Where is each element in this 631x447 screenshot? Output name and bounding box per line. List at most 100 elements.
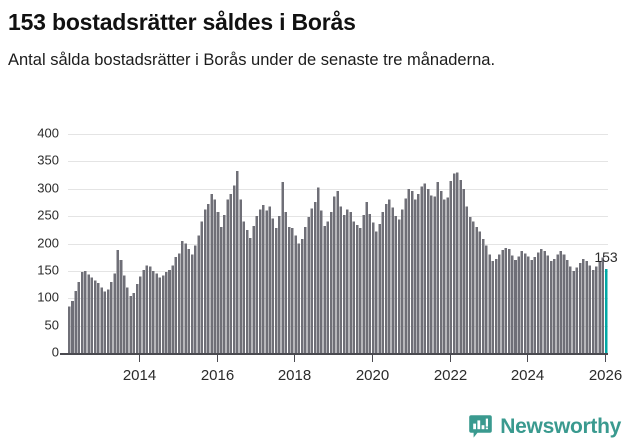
bar [278, 216, 281, 354]
bar [207, 204, 210, 353]
bar [439, 190, 443, 353]
bar [468, 217, 472, 353]
bar [122, 275, 126, 353]
bar [333, 196, 336, 353]
bar [407, 188, 411, 353]
bar [384, 204, 388, 353]
x-axis-label: 2020 [356, 367, 389, 384]
bar [456, 172, 459, 353]
bar [219, 227, 223, 353]
bar [553, 258, 556, 353]
bar [242, 221, 246, 353]
bar [229, 194, 233, 353]
bar [394, 216, 398, 354]
bar-chart: 0 50 100 150 200 250 300 350 400 153 2014 2016 2018 2… [0, 126, 631, 401]
bar [287, 227, 291, 353]
bar [401, 209, 404, 353]
bar [161, 275, 165, 353]
bar [194, 245, 197, 353]
bar [501, 250, 504, 353]
bar [527, 256, 530, 353]
bar [378, 223, 381, 353]
bar [540, 248, 543, 353]
x-axis-label: 2018 [278, 367, 311, 384]
bar [491, 261, 495, 353]
bar [585, 261, 588, 353]
chart-canvas: 0 50 100 150 200 250 300 350 400 153 2014 2016 2018 2… [37, 126, 622, 384]
bar [158, 277, 162, 353]
y-axis-label: 350 [37, 152, 59, 167]
bar [177, 253, 181, 353]
bar [410, 190, 414, 353]
bar [284, 211, 288, 353]
bar [210, 194, 213, 353]
bar [255, 216, 259, 354]
bar [578, 263, 582, 353]
bar [174, 257, 178, 353]
bar [488, 254, 491, 353]
bar [268, 206, 271, 353]
bar [294, 235, 297, 353]
bar [77, 281, 81, 353]
bar [523, 253, 527, 353]
newsworthy-logo: Newsworthy [468, 414, 621, 439]
bar [203, 209, 207, 353]
bar [375, 231, 378, 353]
bar [313, 201, 317, 353]
bar [197, 235, 200, 353]
bar [265, 210, 268, 353]
bar [135, 284, 139, 353]
bar [420, 186, 423, 353]
bar [168, 269, 171, 353]
bar [365, 201, 369, 353]
bar [74, 291, 77, 353]
bar [171, 265, 174, 353]
bar [549, 261, 553, 353]
bar [103, 291, 107, 353]
bar [281, 182, 284, 353]
bar [316, 187, 320, 353]
bar [245, 229, 249, 353]
bar [371, 222, 375, 353]
bar [430, 195, 433, 353]
bar [236, 171, 239, 353]
bar [239, 199, 242, 353]
x-axis-label: 2024 [511, 367, 544, 384]
bar [297, 243, 301, 353]
bar [213, 199, 217, 353]
bar [300, 239, 304, 353]
bar [465, 206, 469, 353]
y-axis-label: 300 [37, 180, 59, 195]
bar [481, 239, 485, 353]
bar [588, 265, 592, 353]
bar [258, 209, 262, 353]
bar [359, 228, 362, 353]
bar [132, 292, 136, 353]
bar [462, 188, 466, 353]
bar [323, 225, 326, 353]
bar [129, 296, 132, 353]
bar [152, 270, 155, 354]
bar [84, 270, 87, 354]
bar [507, 248, 511, 353]
bar [352, 221, 356, 353]
bar [262, 205, 265, 353]
bar [80, 271, 84, 353]
bar [498, 254, 501, 353]
bar [417, 194, 420, 353]
bar [339, 206, 343, 353]
bar [601, 257, 605, 353]
bar [510, 255, 514, 353]
bar [232, 185, 236, 353]
bar [459, 179, 462, 353]
bar [591, 269, 595, 353]
bar [575, 267, 579, 353]
bar [223, 215, 226, 353]
bar [520, 251, 524, 353]
bar [530, 259, 533, 353]
bar [397, 219, 401, 353]
bar [145, 265, 149, 353]
bar [139, 276, 142, 353]
y-axis-label: 250 [37, 207, 59, 222]
bar [362, 215, 365, 353]
